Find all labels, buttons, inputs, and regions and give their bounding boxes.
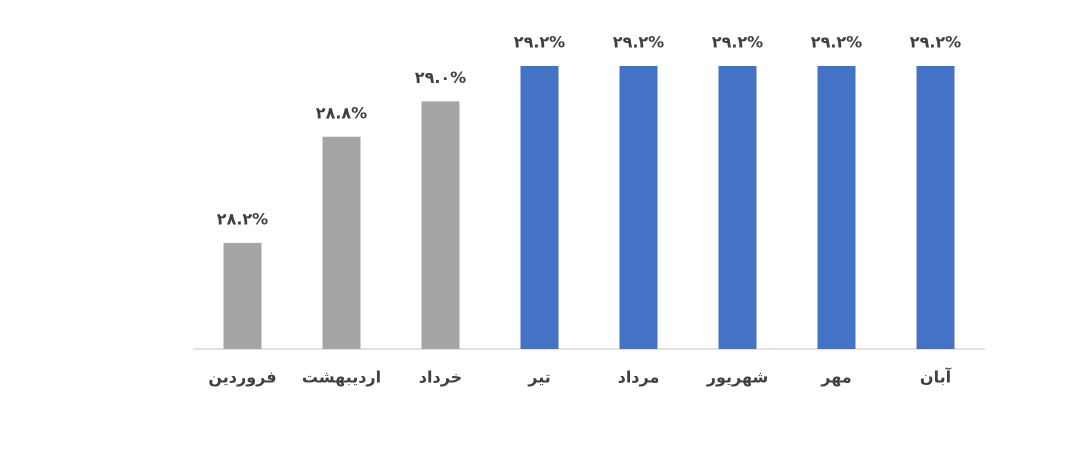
value-label: ۲۹.۲% [712, 33, 763, 52]
bar [421, 101, 460, 349]
value-label: ۲۹.۲% [910, 33, 961, 52]
bar [619, 66, 658, 349]
x-tick-label: آبان [920, 367, 952, 387]
bar [322, 136, 361, 349]
x-tick-label: مرداد [618, 368, 660, 387]
bar [718, 66, 757, 349]
value-label: ۲۸.۸% [316, 103, 367, 122]
value-label: ۲۹.۲% [613, 33, 664, 52]
value-label: ۲۸.۲% [217, 209, 268, 228]
value-label: ۲۹.۰% [415, 68, 466, 87]
bar [520, 66, 559, 349]
value-label: ۲۹.۲% [514, 33, 565, 52]
bar [817, 66, 856, 349]
x-tick-label: خرداد [419, 368, 462, 387]
x-tick-label: مهر [820, 368, 851, 387]
x-tick-label: تیر [527, 368, 551, 387]
value-label: ۲۹.۲% [811, 33, 862, 52]
bar [916, 66, 955, 349]
x-tick-label: اردیبهشت [302, 368, 381, 387]
bar [223, 242, 262, 349]
x-tick-label: فروردین [208, 368, 276, 387]
x-tick-label: شهریور [706, 368, 769, 387]
